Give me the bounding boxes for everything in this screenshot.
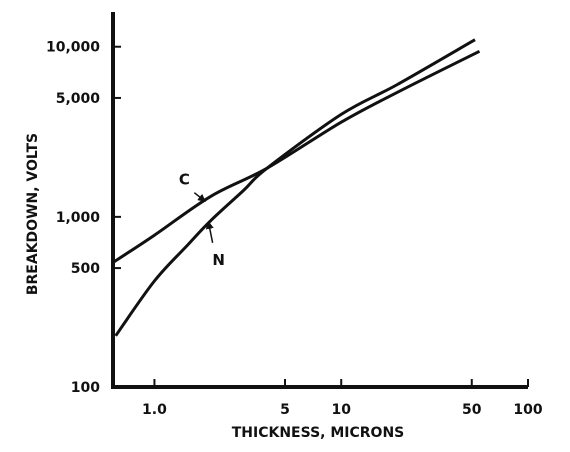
series-lines <box>112 38 481 337</box>
annotation-arrow-n <box>205 220 214 243</box>
x-axis-title: THICKNESS, MICRONS <box>232 425 405 441</box>
x-tick-label: 50 <box>462 402 482 418</box>
annotations: CN <box>179 171 225 269</box>
x-tick-label: 10 <box>331 402 351 418</box>
annotation-label-n: N <box>212 251 225 269</box>
y-axis-title: BREAKDOWN, VOLTS <box>25 133 41 295</box>
x-tick-label: 100 <box>513 402 542 418</box>
y-tick-label: 100 <box>71 380 100 396</box>
series-line-c <box>112 49 481 264</box>
y-tick-label: 1,000 <box>56 210 101 226</box>
ticks: 1.0 5 10 50 100 10,000 5,000 1,000 500 100 <box>46 40 543 418</box>
axes <box>111 12 528 389</box>
x-tick-label: 1.0 <box>142 402 167 418</box>
y-tick-label: 5,000 <box>56 91 101 107</box>
y-tick-label: 10,000 <box>46 40 100 56</box>
annotation-label-c: C <box>179 171 190 189</box>
x-tick-label: 5 <box>280 402 290 418</box>
y-tick-label: 500 <box>71 261 100 277</box>
series-line-n <box>114 38 476 337</box>
annotation-arrow-c <box>193 192 206 202</box>
